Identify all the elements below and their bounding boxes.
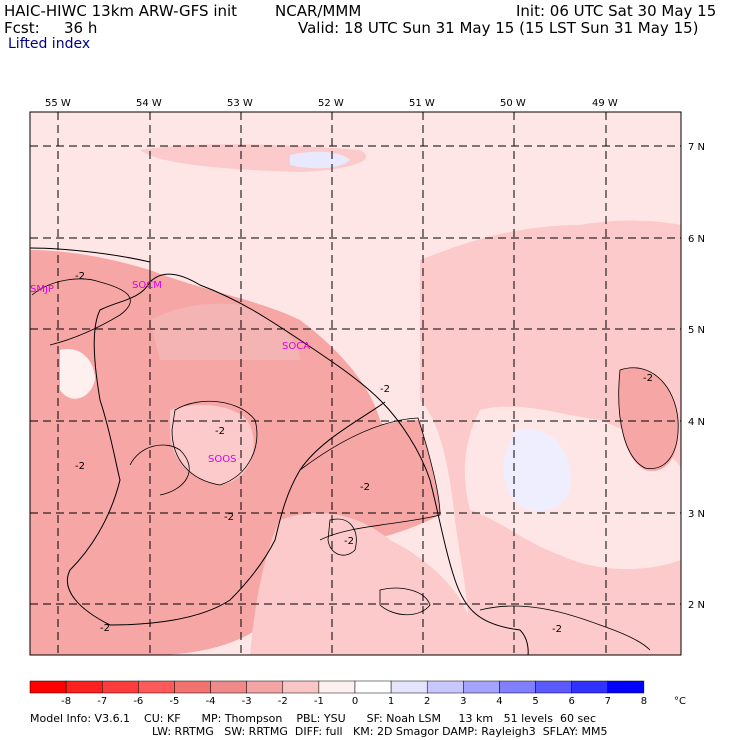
colorbar-tick-label: 3	[460, 696, 466, 707]
colorbar-swatch	[463, 680, 500, 694]
colorbar-swatch	[354, 680, 392, 694]
colorbar-tick-label: -6	[133, 696, 143, 707]
footer-line1: Model Info: V3.6.1 CU: KF MP: Thompson P…	[30, 712, 597, 725]
colorbar-tick-label: 6	[568, 696, 574, 707]
colorbar-swatch	[426, 680, 464, 694]
colorbar-swatch	[210, 680, 247, 694]
lon-label: 54 W	[136, 98, 162, 109]
lon-label: 51 W	[409, 98, 435, 109]
field-name: Lifted index	[8, 36, 91, 52]
map-frame	[29, 111, 682, 656]
contour-line	[129, 444, 190, 496]
contour-line	[327, 518, 357, 556]
colorbar-tick-label: -1	[314, 696, 324, 707]
contour-label: -2	[360, 482, 370, 493]
init-time: Init: 06 UTC Sat 30 May 15	[516, 2, 717, 20]
lat-label: 5 N	[688, 325, 705, 336]
station-label-smjp: SMJP	[30, 284, 54, 295]
valid-time: Valid: 18 UTC Sun 31 May 15 (15 LST Sun …	[298, 19, 699, 37]
lon-label: 53 W	[227, 98, 253, 109]
shade-south	[250, 512, 470, 655]
coastline	[29, 247, 529, 656]
colorbar-tick-label: 8	[641, 696, 647, 707]
colorbar-swatch	[138, 680, 175, 694]
colorbar-swatch	[29, 680, 67, 694]
lat-label: 7 N	[688, 142, 705, 153]
border-west	[66, 281, 151, 626]
colorbar-swatch	[318, 680, 356, 694]
contour-line	[171, 400, 258, 486]
colorbar-tick-label: -3	[242, 696, 252, 707]
colorbar-swatch	[65, 680, 103, 694]
contour-line	[31, 278, 131, 346]
contour-label: -2	[344, 536, 354, 547]
shade-pale-west	[60, 349, 95, 399]
contour-label: -2	[224, 512, 234, 523]
colorbar-swatch	[499, 680, 536, 694]
lon-label: 50 W	[500, 98, 526, 109]
colorbar-tick-label: 0	[352, 696, 358, 707]
colorbar-swatch	[571, 680, 609, 694]
fcst-value: 36 h	[64, 19, 98, 37]
shade-ridge	[150, 303, 300, 360]
contour-label: -2	[75, 461, 85, 472]
lon-label: 55 W	[45, 98, 71, 109]
colorbar: -8 -7 -6 -5 -4 -3 -2 -1 0 1 2 3 4 5 6 7 8	[29, 680, 647, 707]
colorbar-swatch	[535, 680, 572, 694]
colorbar-swatch	[101, 680, 139, 694]
contour-label: -2	[215, 426, 225, 437]
lat-label: 2 N	[688, 600, 705, 611]
colorbar-swatch	[246, 680, 284, 694]
org-label: NCAR/MMM	[275, 2, 362, 20]
colorbar-tick-label: 2	[424, 696, 430, 707]
lat-label: 4 N	[688, 417, 705, 428]
lat-label: 6 N	[688, 234, 705, 245]
lon-label: 52 W	[318, 98, 344, 109]
colorbar-unit: °C	[674, 696, 686, 707]
station-label-socm: SOCM	[132, 280, 162, 291]
graticule	[30, 112, 681, 655]
border-central	[109, 401, 386, 626]
colorbar-tick-label: -2	[278, 696, 288, 707]
colorbar-tick-label: 7	[605, 696, 611, 707]
colorbar-swatch	[174, 680, 211, 694]
colorbar-tick-label: -4	[206, 696, 216, 707]
colorbar-tick-label: 1	[388, 696, 394, 707]
colorbar-tick-label: -8	[61, 696, 71, 707]
colorbar-swatch	[282, 680, 320, 694]
lon-label: 49 W	[592, 98, 618, 109]
contour-label: -2	[380, 384, 390, 395]
contour-label: -2	[552, 624, 562, 635]
contour-label: -2	[75, 271, 85, 282]
contour-line	[299, 417, 441, 541]
station-label-soca: SOCA	[282, 341, 310, 352]
model-title: HAIC-HIWC 13km ARW-GFS init	[4, 2, 238, 20]
colorbar-swatch	[390, 680, 428, 694]
contour-label: -2	[100, 623, 110, 634]
shade-east-dark	[618, 367, 679, 471]
colorbar-tick-label: 4	[496, 696, 502, 707]
footer-line2: LW: RRTMG SW: RRTMG DIFF: full KM: 2D Sm…	[152, 725, 608, 738]
contour-label: -2	[643, 373, 653, 384]
colorbar-tick-label: -5	[169, 696, 179, 707]
shade-north-blue	[290, 151, 350, 169]
fcst-label: Fcst:	[4, 19, 40, 37]
shade-blue-patch	[503, 429, 571, 511]
colorbar-tick-label: -7	[97, 696, 107, 707]
contour-line	[618, 367, 679, 469]
station-label-soos: SOOS	[208, 454, 236, 465]
colorbar-tick-label: 5	[532, 696, 538, 707]
shade-hole	[170, 405, 254, 485]
contour-line	[379, 587, 431, 616]
lat-label: 3 N	[688, 509, 705, 520]
colorbar-swatch	[607, 680, 645, 694]
contour-line	[479, 605, 651, 651]
